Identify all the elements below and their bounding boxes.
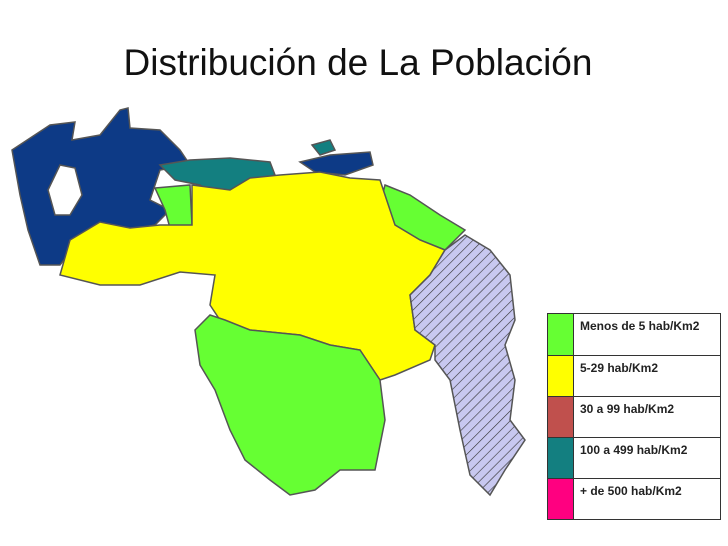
legend-swatch	[548, 397, 574, 437]
legend-label: 5-29 hab/Km2	[580, 361, 659, 375]
legend-swatch	[548, 438, 574, 478]
region-lake	[47, 164, 83, 216]
legend-label: 100 a 499 hab/Km2	[580, 443, 688, 457]
legend-label: Menos de 5 hab/Km2	[580, 319, 700, 333]
legend: Menos de 5 hab/Km2 5-29 hab/Km2 30 a 99 ha…	[547, 313, 721, 520]
region-amazonas	[194, 314, 386, 496]
legend-row: Menos de 5 hab/Km2	[548, 314, 720, 355]
legend-swatch	[548, 356, 574, 396]
region-northeast	[298, 151, 374, 176]
legend-row: + de 500 hab/Km2	[548, 478, 720, 519]
legend-swatch	[548, 479, 574, 519]
legend-row: 100 a 499 hab/Km2	[548, 437, 720, 478]
region-essequibo	[409, 234, 526, 497]
title: Distribución de La Población	[123, 42, 593, 83]
legend-swatch	[548, 314, 574, 355]
legend-row: 5-29 hab/Km2	[548, 355, 720, 396]
region-island	[310, 139, 337, 156]
legend-label: + de 500 hab/Km2	[580, 484, 682, 498]
legend-label: 30 a 99 hab/Km2	[580, 402, 675, 416]
legend-row: 30 a 99 hab/Km2	[548, 396, 720, 437]
